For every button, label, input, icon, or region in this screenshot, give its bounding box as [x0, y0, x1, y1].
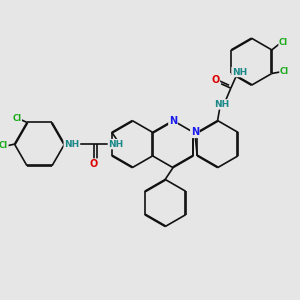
Text: O: O — [211, 75, 219, 85]
Text: NH: NH — [232, 68, 247, 76]
Text: NH: NH — [64, 140, 80, 148]
Text: Cl: Cl — [0, 141, 8, 150]
Text: Cl: Cl — [12, 113, 21, 122]
Text: NH: NH — [214, 100, 230, 109]
Text: NH: NH — [108, 140, 124, 148]
Text: N: N — [191, 127, 199, 137]
Text: O: O — [90, 159, 98, 169]
Text: Cl: Cl — [279, 38, 288, 47]
Text: N: N — [169, 116, 177, 126]
Text: Cl: Cl — [280, 67, 289, 76]
